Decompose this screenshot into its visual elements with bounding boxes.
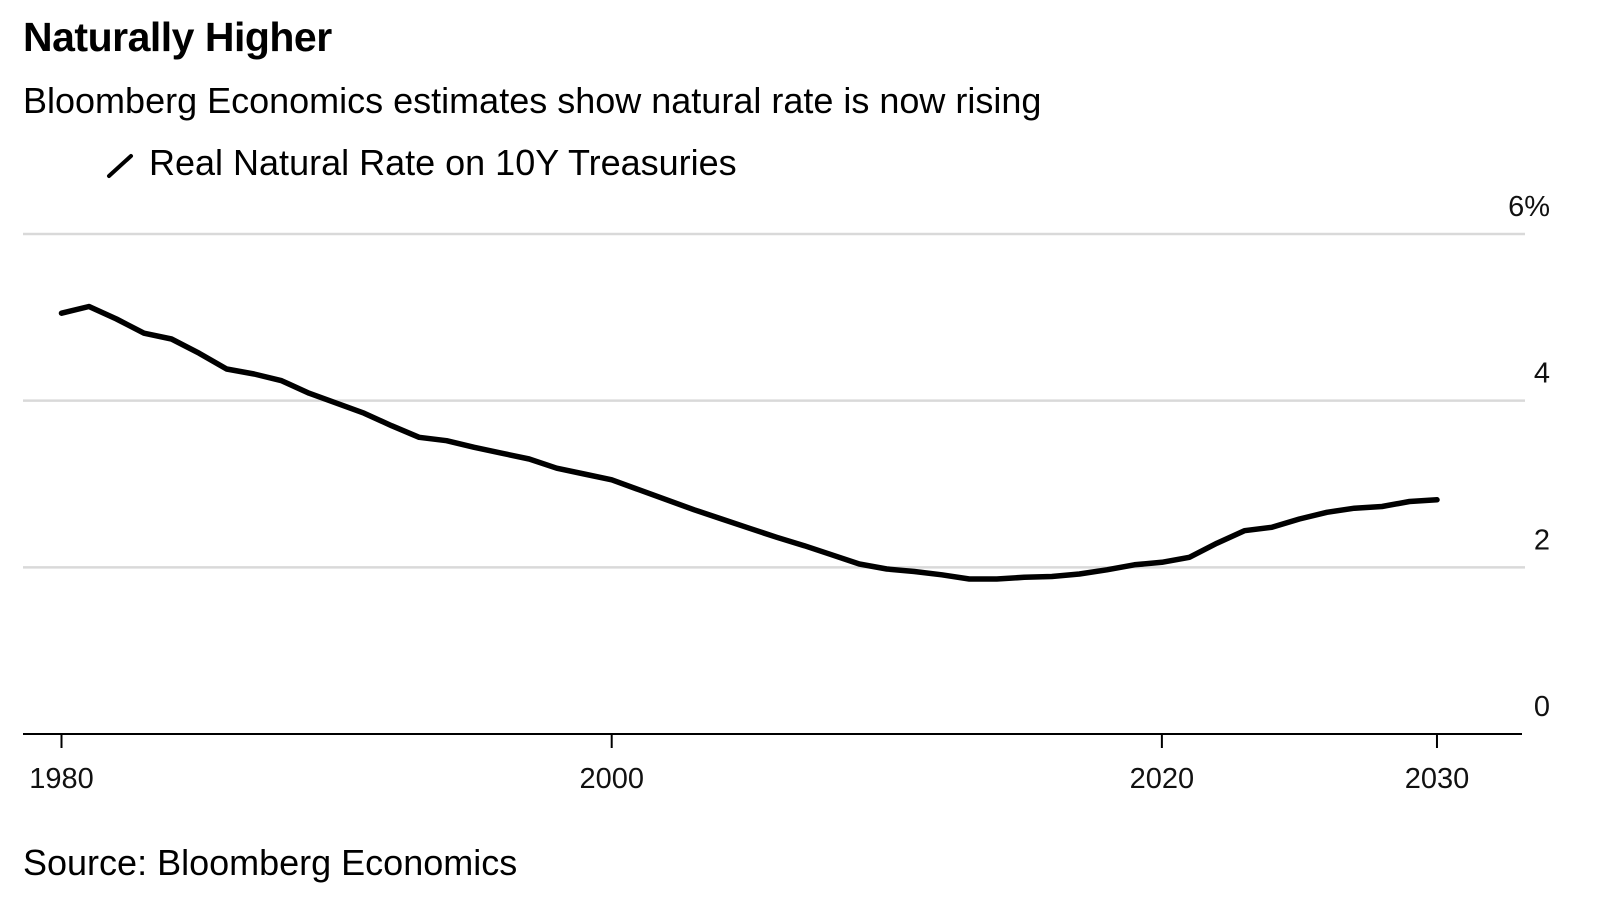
data-point-2011 xyxy=(912,569,917,574)
data-point-2015 xyxy=(1022,575,1027,580)
data-point-1998 xyxy=(554,466,559,471)
data-point-1997 xyxy=(527,457,532,462)
data-point-2010 xyxy=(884,567,889,572)
data-point-1982 xyxy=(114,317,119,322)
data-point-2018 xyxy=(1104,567,1109,572)
data-point-1996 xyxy=(499,451,504,456)
data-point-2005 xyxy=(747,526,752,531)
data-point-2017 xyxy=(1077,572,1082,577)
legend-line-icon xyxy=(107,154,133,178)
data-point-1989 xyxy=(307,391,312,396)
y-axis-ticks: 0 2 4 6% xyxy=(1508,191,1550,723)
data-point-1991 xyxy=(362,411,367,416)
legend: Real Natural Rate on 10Y Treasuries xyxy=(105,142,737,184)
data-point-2024 xyxy=(1269,525,1274,530)
x-tick-label-2030: 2030 xyxy=(1405,763,1470,795)
data-point-1983 xyxy=(142,331,147,336)
y-tick-label-2: 2 xyxy=(1534,524,1550,556)
data-point-2025 xyxy=(1297,517,1302,522)
x-axis: 1980 2000 2020 2030 xyxy=(23,733,1522,795)
data-point-1981 xyxy=(87,304,92,309)
x-tick-label-2000: 2000 xyxy=(579,763,644,795)
x-tick-label-1980: 1980 xyxy=(29,763,94,795)
data-point-2004 xyxy=(719,517,724,522)
data-point-1984 xyxy=(169,337,174,342)
data-point-2003 xyxy=(692,507,697,512)
data-point-2019 xyxy=(1132,562,1137,567)
data-point-2021 xyxy=(1187,555,1192,560)
data-point-2014 xyxy=(994,577,999,582)
data-point-2029 xyxy=(1407,499,1412,504)
data-point-2027 xyxy=(1352,506,1357,511)
data-point-1992 xyxy=(389,423,394,428)
data-point-2002 xyxy=(664,497,669,502)
y-tick-label-4: 4 xyxy=(1534,358,1550,390)
data-point-2008 xyxy=(829,552,834,557)
data-point-2020 xyxy=(1159,560,1164,565)
y-tick-label-6: 6% xyxy=(1508,191,1550,223)
data-point-1990 xyxy=(334,401,339,406)
data-point-1985 xyxy=(197,351,202,356)
chart-title: Naturally Higher xyxy=(23,14,332,60)
series-group xyxy=(58,303,1440,582)
data-point-2026 xyxy=(1324,510,1329,515)
data-point-2001 xyxy=(637,487,642,492)
data-point-1988 xyxy=(279,378,284,383)
data-point-1987 xyxy=(252,372,257,377)
data-point-2009 xyxy=(857,562,862,567)
data-point-1999 xyxy=(582,472,587,477)
data-point-2013 xyxy=(967,577,972,582)
data-point-2023 xyxy=(1242,528,1247,533)
y-tick-label-0: 0 xyxy=(1534,691,1550,723)
data-point-2022 xyxy=(1214,541,1219,546)
data-point-1995 xyxy=(472,445,477,450)
chart-subtitle: Bloomberg Economics estimates show natur… xyxy=(23,80,1042,121)
data-point-2012 xyxy=(939,572,944,577)
x-tick-label-2020: 2020 xyxy=(1130,763,1195,795)
data-point-1993 xyxy=(417,435,422,440)
data-point-2028 xyxy=(1379,504,1384,509)
source-note: Source: Bloomberg Economics xyxy=(23,842,518,883)
series-line-0 xyxy=(58,303,1440,582)
data-point-2000 xyxy=(609,477,614,482)
gridlines xyxy=(23,232,1525,569)
data-point-2030 xyxy=(1434,497,1439,502)
legend-label: Real Natural Rate on 10Y Treasuries xyxy=(149,142,737,183)
data-point-2007 xyxy=(802,543,807,548)
data-point-2006 xyxy=(774,535,779,540)
data-point-1980 xyxy=(59,311,64,316)
data-point-1994 xyxy=(444,438,449,443)
data-point-2016 xyxy=(1049,574,1054,579)
data-point-1986 xyxy=(224,367,229,372)
